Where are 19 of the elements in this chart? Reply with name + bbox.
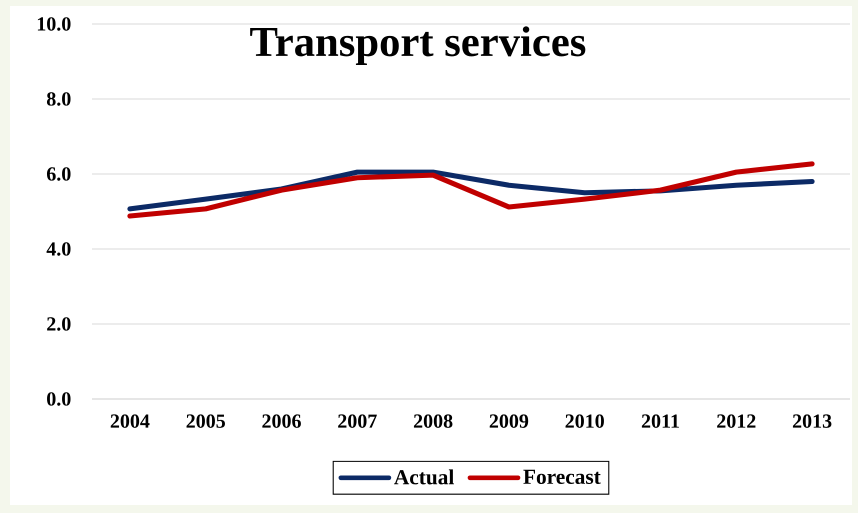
x-tick-label: 2004 xyxy=(110,414,150,428)
x-tick-label: 2006 xyxy=(262,414,301,428)
y-tick-label: 2.0 xyxy=(47,317,71,331)
y-tick-label: 10.0 xyxy=(38,17,71,31)
x-tick-label: 2011 xyxy=(642,414,679,428)
x-tick-label: 2007 xyxy=(338,414,377,428)
x-tick-label: 2008 xyxy=(414,414,452,428)
x-tick-label: 2005 xyxy=(186,414,225,428)
chart-title: Transport services xyxy=(250,26,586,66)
x-tick-label: 2013 xyxy=(792,414,832,428)
x-tick-label: 2009 xyxy=(490,414,528,428)
x-tick-label: 2010 xyxy=(566,414,604,428)
legend-label: Forecast xyxy=(523,470,601,484)
y-tick-label: 8.0 xyxy=(46,92,71,106)
x-tick-label: 2012 xyxy=(717,414,756,428)
legend-label: Actual xyxy=(394,469,454,484)
y-tick-label: 0.0 xyxy=(47,392,71,406)
y-tick-label: 4.0 xyxy=(46,242,71,256)
y-tick-label: 6.0 xyxy=(46,167,71,181)
